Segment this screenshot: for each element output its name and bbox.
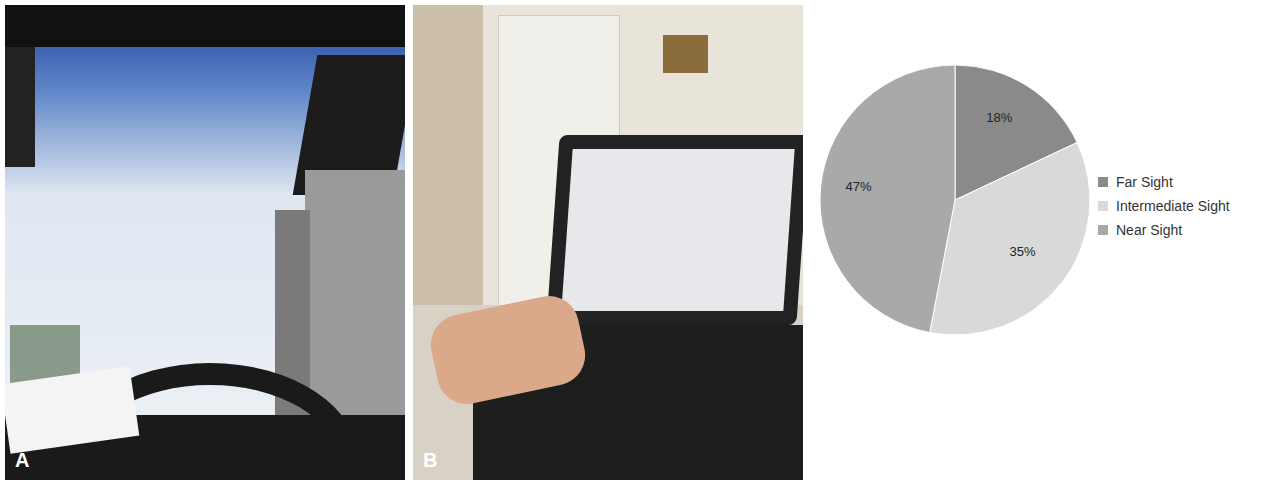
html-text:Far Sight: Far Sight [1116, 174, 1173, 190]
html-text:Intermediate Sight: Intermediate Sight [1116, 198, 1230, 214]
svg-text:35%: 35% [1010, 244, 1036, 259]
svg-text:18%: 18% [986, 110, 1012, 125]
svg-text:47%: 47% [846, 179, 872, 194]
html-text:Near Sight: Near Sight [1116, 222, 1183, 238]
html-text:B: B [423, 449, 438, 471]
html-text:A: A [15, 449, 30, 471]
